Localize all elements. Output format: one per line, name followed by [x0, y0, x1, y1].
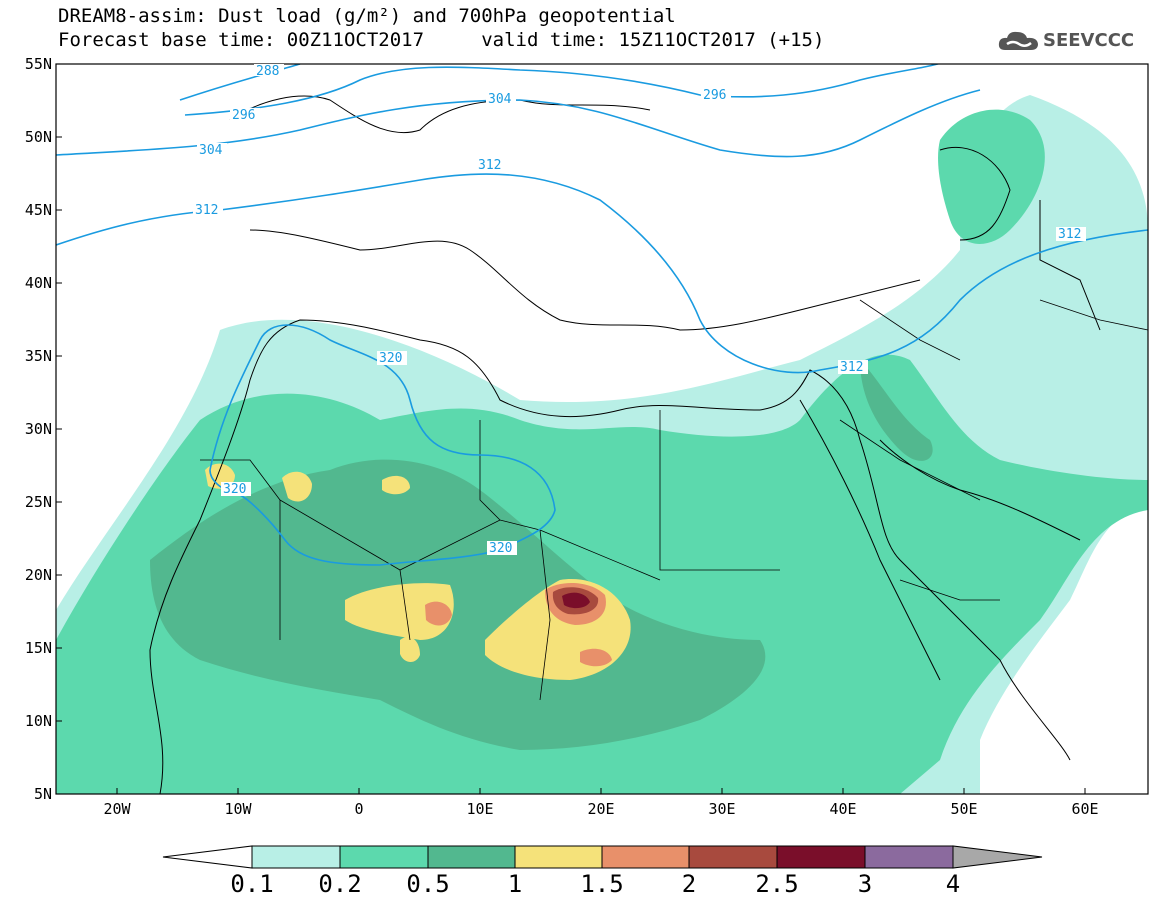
colorbar-label: 2	[681, 870, 697, 898]
colorbar-swatch-0.1	[251, 845, 341, 869]
country-borders	[200, 299, 1148, 701]
lat-label: 45N	[24, 201, 52, 219]
lat-label: 35N	[24, 347, 52, 365]
contour-label: 320	[379, 351, 402, 366]
lon-label: 50E	[950, 800, 978, 818]
colorbar-swatch-2	[688, 845, 778, 869]
seevccc-logo: SEEVCCC	[997, 28, 1147, 54]
dust-level-0.5	[150, 360, 933, 750]
lat-label: 30N	[24, 420, 52, 438]
contour-label: 288	[256, 64, 279, 79]
contour-label: 312	[1058, 227, 1081, 242]
lat-label: 5N	[33, 785, 52, 803]
colorbar-swatch-2.5	[776, 845, 866, 869]
colorbar	[162, 845, 1043, 869]
colorbar-swatch-0.2	[339, 845, 429, 869]
logo-text: SEEVCCC	[1043, 30, 1135, 51]
colorbar-label: 1.5	[580, 870, 624, 898]
geopotential-contours	[56, 64, 1148, 566]
colorbar-swatch-0.5	[427, 845, 516, 869]
colorbar-label: 2.5	[755, 870, 799, 898]
dust-level-2.5	[562, 592, 590, 609]
colorbar-label: 0.2	[318, 870, 362, 898]
lat-label: 50N	[24, 128, 52, 146]
colorbar-label: 1	[507, 870, 523, 898]
cloud-icon	[998, 31, 1038, 50]
contour-labels: 288 296 304 312 296 304 312 320 320 320 …	[193, 64, 1086, 556]
lat-label: 55N	[24, 55, 52, 73]
lat-label: 15N	[24, 639, 52, 657]
colorbar-label: 0.5	[406, 870, 450, 898]
contour-label: 296	[232, 108, 255, 123]
contour-label: 312	[195, 203, 218, 218]
map-title: DREAM8-assim: Dust load (g/m²) and 700hP…	[58, 5, 676, 27]
lat-label: 25N	[24, 493, 52, 511]
lat-label: 10N	[24, 712, 52, 730]
lon-label: 10E	[466, 800, 494, 818]
contour-label: 320	[223, 482, 246, 497]
contour-label: 304	[488, 92, 512, 107]
contour-label: 312	[478, 158, 501, 173]
colorbar-label: 3	[857, 870, 873, 898]
colorbar-swatch-3	[864, 845, 954, 869]
contour-label: 304	[199, 143, 223, 158]
lat-label: 40N	[24, 274, 52, 292]
colorbar-label: 4	[945, 870, 961, 898]
lon-label: 30E	[708, 800, 736, 818]
map-subtitle: Forecast base time: 00Z11OCT2017 valid t…	[58, 29, 825, 51]
lon-label: 40E	[829, 800, 857, 818]
contour-label: 312	[840, 360, 863, 375]
colorbar-under-arrow	[162, 845, 253, 869]
contour-label: 320	[489, 541, 512, 556]
lon-label: 20E	[587, 800, 615, 818]
colorbar-swatch-1	[514, 845, 603, 869]
axis-ticks	[56, 63, 1086, 794]
lon-label: 20W	[103, 800, 131, 818]
lon-label: 0	[354, 800, 364, 818]
lat-label: 20N	[24, 566, 52, 584]
colorbar-over-arrow	[952, 845, 1043, 869]
colorbar-swatch-1.5	[601, 845, 690, 869]
lon-label: 60E	[1071, 800, 1099, 818]
colorbar-label: 0.1	[230, 870, 274, 898]
lon-label: 10W	[224, 800, 252, 818]
contour-label: 296	[703, 88, 726, 103]
